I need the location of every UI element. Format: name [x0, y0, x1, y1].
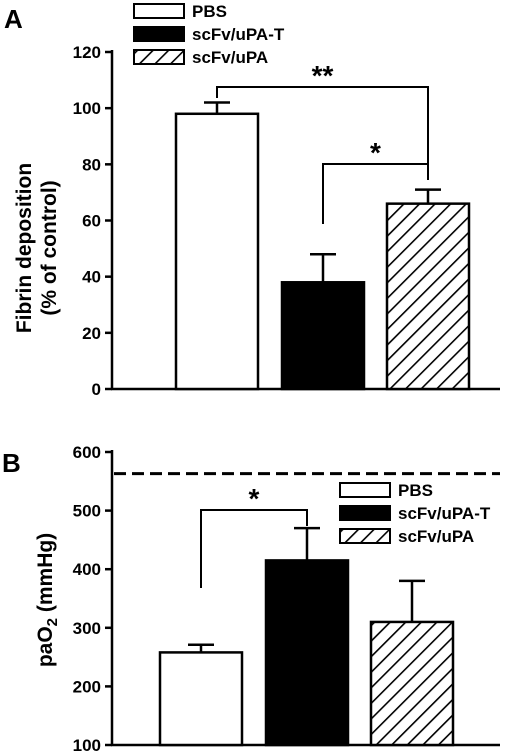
y-tick-label: 0 — [92, 380, 101, 399]
legend-label-scfv-upa: scFv/uPA — [398, 527, 474, 546]
legend-swatch-pbs — [133, 3, 185, 19]
y-tick-label: 300 — [73, 619, 101, 638]
legend-swatch-scfv-upa-t — [339, 505, 391, 521]
y-tick-label: 200 — [73, 677, 101, 696]
y-tick-label: 40 — [82, 268, 101, 287]
legend-label-scfv-upa-t: scFv/uPA-T — [192, 25, 285, 44]
y-tick-label: 100 — [73, 736, 101, 755]
bar-scfv-upa-t — [280, 281, 366, 391]
significance-bracket — [216, 86, 429, 180]
panel-b-chart: 100 200 300 400 500 600 * PBS scFv/uPA-T scFv/uPA — [73, 443, 500, 755]
panel-b-label: B — [2, 448, 21, 478]
y-tick-label: 120 — [73, 43, 101, 62]
y-tick-label: 600 — [73, 443, 101, 462]
bar-scfv-upa — [385, 202, 471, 391]
panel-a-ylabel-line2: (% of control) — [38, 180, 61, 315]
y-tick-label: 100 — [73, 99, 101, 118]
significance-bracket — [322, 163, 429, 224]
legend-swatch-scfv-upa-t — [133, 26, 185, 42]
legend-label-pbs: PBS — [398, 481, 433, 500]
significance-label: * — [370, 137, 381, 168]
y-tick-label: 20 — [82, 324, 101, 343]
legend-swatch-scfv-upa — [339, 528, 391, 544]
y-tick-label: 400 — [73, 560, 101, 579]
legend-label-scfv-upa: scFv/uPA — [192, 48, 268, 67]
bar-scfv-upa — [369, 620, 455, 747]
significance-label: * — [249, 483, 260, 514]
significance-bracket — [200, 509, 308, 588]
legend-label-scfv-upa-t: scFv/uPA-T — [398, 504, 491, 523]
legend-label-pbs: PBS — [192, 2, 227, 21]
bar-pbs — [158, 651, 244, 747]
legend-swatch-pbs — [339, 482, 391, 498]
legend-swatch-scfv-upa — [133, 49, 185, 65]
panel-a-ylabel-line1: Fibrin deposition — [13, 163, 36, 333]
bar-pbs — [174, 112, 260, 391]
bar-scfv-upa-t — [264, 559, 350, 747]
panel-b-ylabel: paO2 (mmHg) — [34, 533, 61, 667]
y-tick-label: 60 — [82, 212, 101, 231]
panel-a-label: A — [4, 4, 23, 34]
significance-label: ** — [312, 60, 334, 91]
y-tick-label: 80 — [82, 155, 101, 174]
y-tick-label: 500 — [73, 502, 101, 521]
